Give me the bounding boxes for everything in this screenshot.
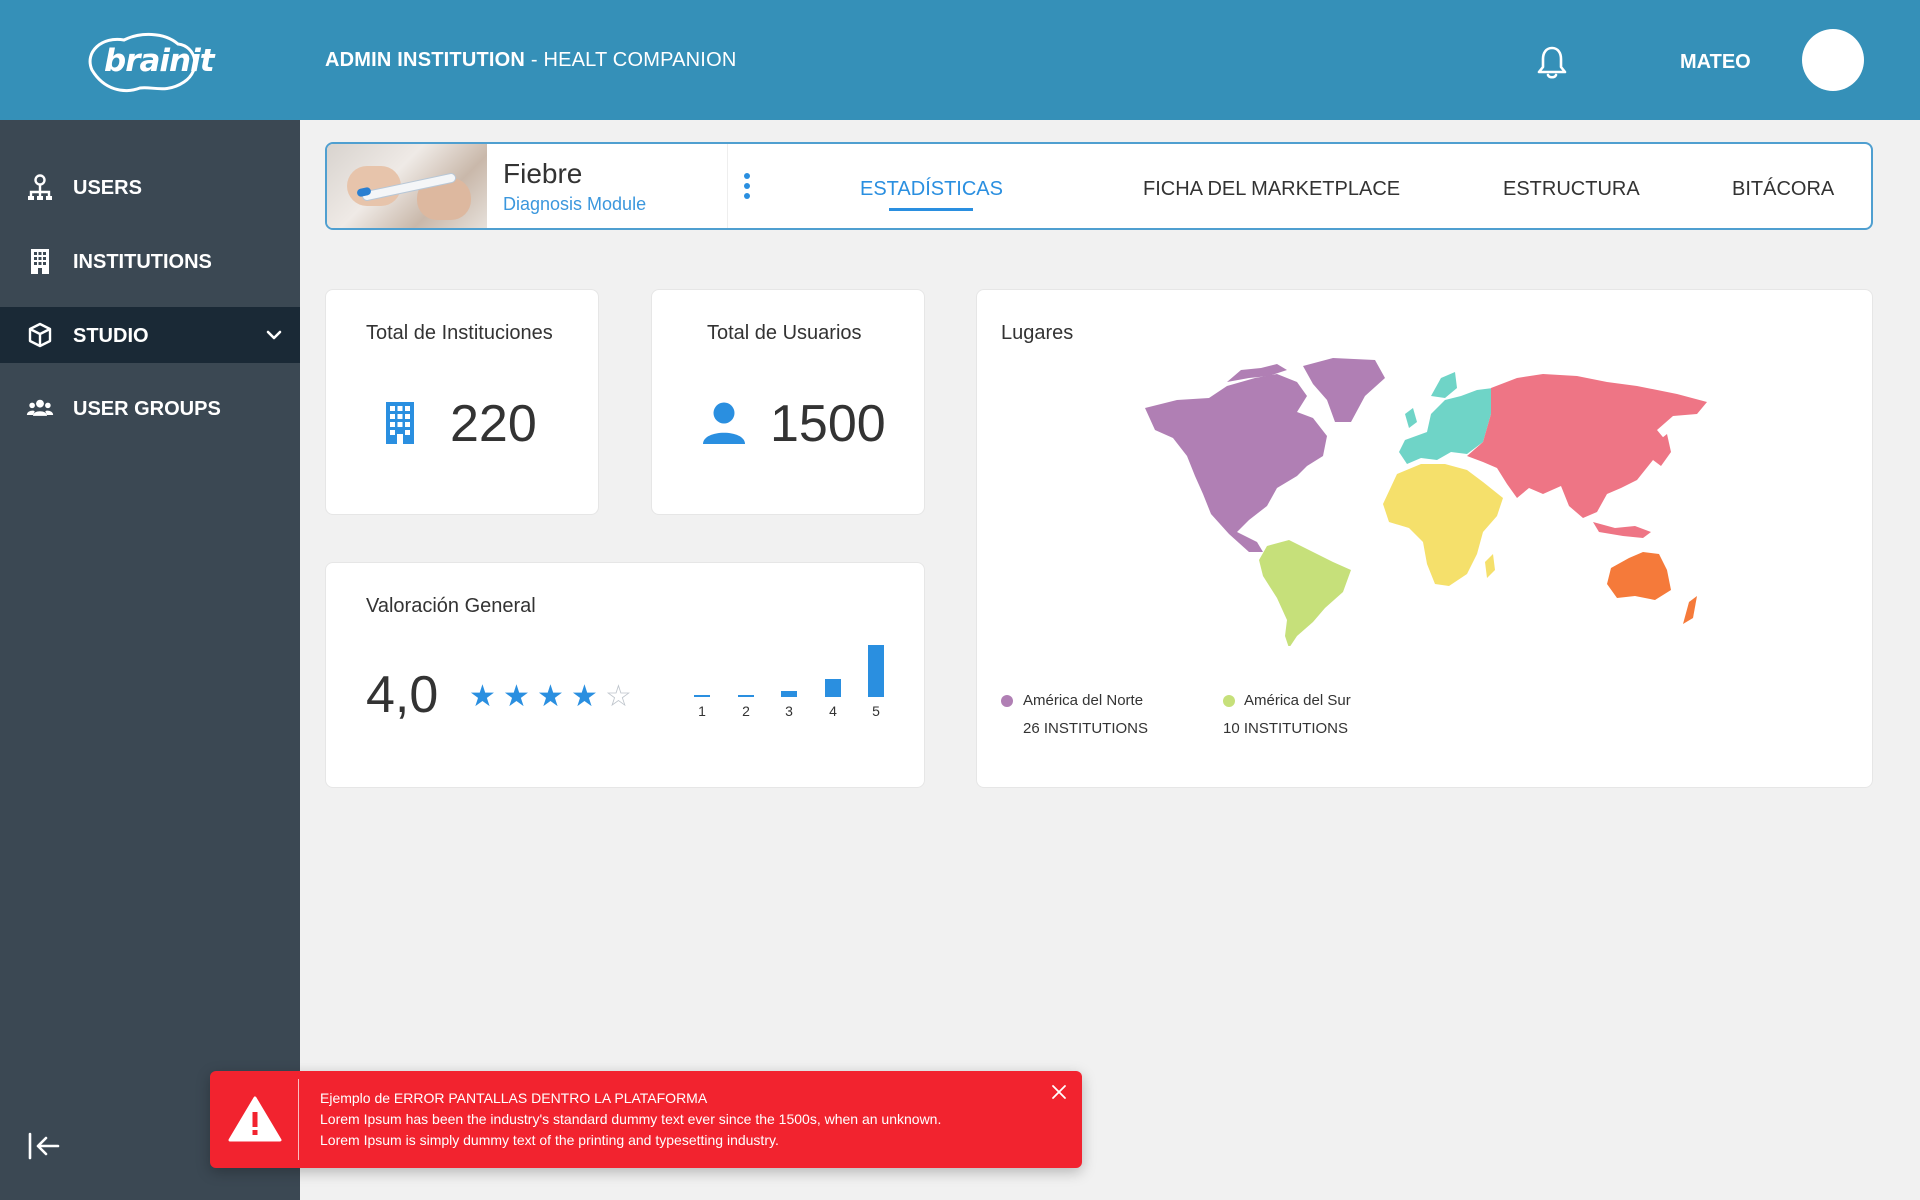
region-arctic-islands — [1227, 364, 1287, 382]
rating-bar-2 — [738, 695, 754, 697]
top-header: brainit ADMIN INSTITUTION - HEALT COMPAN… — [0, 0, 1920, 120]
rating-bar-label: 2 — [742, 703, 750, 719]
user-name[interactable]: MATEO — [1680, 51, 1751, 73]
legend-count: 26 INSTITUTIONS — [1023, 720, 1149, 737]
world-map — [1145, 358, 1707, 646]
app-title-rest: HEALT COMPANION — [543, 49, 737, 71]
legend-dot-south-america — [1223, 695, 1235, 707]
users-icon — [26, 399, 54, 416]
rating-bar-3 — [781, 691, 797, 697]
card-title: Lugares — [1001, 322, 1074, 344]
sidebar-item-users[interactable]: USERS — [0, 159, 300, 215]
card-title: Valoración General — [366, 595, 536, 617]
module-header-bar: Fiebre Diagnosis Module ESTADÍSTICAS FIC… — [325, 142, 1873, 230]
sidebar-item-label: USER GROUPS — [73, 398, 221, 420]
sidebar-item-label: STUDIO — [73, 325, 149, 347]
brainit-logo-shape — [88, 33, 197, 93]
brainit-logo-text: brainit — [104, 43, 215, 79]
user-tree-icon — [28, 174, 52, 200]
users-count: 1500 — [770, 395, 886, 453]
star-empty-icon: ☆ — [605, 680, 632, 713]
institutions-count: 220 — [450, 395, 537, 453]
total-users-card: Total de Usuarios 1500 — [651, 289, 925, 515]
app-title-strong: ADMIN INSTITUTION — [325, 49, 526, 71]
sidebar-item-label: USERS — [73, 177, 142, 199]
toast-message-line: Lorem Ipsum is simply dummy text of the … — [320, 1132, 779, 1148]
region-north-america — [1145, 374, 1327, 552]
tab-bitacora[interactable]: BITÁCORA — [1732, 178, 1835, 200]
region-uk — [1405, 408, 1417, 428]
places-map-card: Lugares América del Norte 26 INSTITUTION… — [976, 289, 1873, 788]
star-filled-icon: ★ — [571, 680, 598, 713]
legend-dot-north-america — [1001, 695, 1013, 707]
module-subtitle: Diagnosis Module — [503, 194, 647, 214]
chevron-down-icon[interactable] — [264, 325, 284, 345]
region-scandinavia — [1431, 372, 1457, 398]
tab-estructura[interactable]: ESTRUCTURA — [1503, 178, 1640, 200]
region-japan — [1653, 434, 1671, 466]
warning-icon — [228, 1096, 282, 1142]
sidebar: USERS INSTITUTIONS STUDIO — [0, 120, 300, 1200]
region-south-america — [1259, 540, 1351, 646]
toast-message-line: Lorem Ipsum has been the industry's stan… — [320, 1111, 942, 1127]
app-title-separator: - — [525, 49, 544, 71]
star-filled-icon: ★ — [537, 680, 564, 713]
region-africa — [1383, 464, 1503, 586]
legend-count: 10 INSTITUTIONS — [1223, 720, 1349, 737]
region-greenland — [1303, 358, 1385, 422]
app-title: ADMIN INSTITUTION - HEALT COMPANION — [325, 49, 736, 72]
active-tab-indicator — [889, 208, 973, 211]
cube-icon — [28, 322, 52, 348]
sidebar-item-studio[interactable]: STUDIO — [0, 307, 300, 363]
module-thumbnail — [327, 144, 487, 228]
tab-estadisticas[interactable]: ESTADÍSTICAS — [860, 178, 1003, 200]
user-icon — [703, 402, 745, 444]
star-filled-icon: ★ — [469, 680, 496, 713]
rating-bar-5 — [868, 645, 884, 697]
error-toast: Ejemplo de ERROR PANTALLAS DENTRO LA PLA… — [210, 1071, 1082, 1168]
legend-label: América del Norte — [1023, 692, 1144, 709]
region-indonesia — [1593, 522, 1651, 538]
region-oceania — [1607, 552, 1671, 600]
more-options-icon[interactable] — [739, 170, 755, 204]
region-new-zealand — [1683, 596, 1697, 624]
rating-bar-label: 4 — [829, 703, 837, 719]
region-madagascar — [1485, 554, 1495, 578]
region-europe — [1399, 388, 1493, 464]
rating-bar-label: 3 — [785, 703, 793, 719]
card-title: Total de Usuarios — [707, 322, 862, 344]
total-institutions-card: Total de Instituciones 220 — [325, 289, 599, 515]
sidebar-item-user-groups[interactable]: USER GROUPS — [0, 380, 300, 436]
legend-label: América del Sur — [1244, 692, 1351, 709]
rating-bar-1 — [694, 695, 710, 697]
user-avatar[interactable] — [1802, 29, 1864, 91]
collapse-left-icon[interactable] — [26, 1128, 62, 1164]
building-icon — [31, 249, 49, 274]
star-filled-icon: ★ — [503, 680, 530, 713]
building-icon — [386, 402, 414, 444]
region-asia — [1467, 374, 1707, 518]
module-name: Fiebre — [503, 158, 583, 189]
rating-bar-4 — [825, 679, 841, 697]
sidebar-item-label: INSTITUTIONS — [73, 251, 212, 273]
tab-ficha-marketplace[interactable]: FICHA DEL MARKETPLACE — [1143, 178, 1401, 200]
sidebar-item-institutions[interactable]: INSTITUTIONS — [0, 233, 300, 289]
rating-bar-label: 5 — [872, 703, 880, 719]
rating-bar-label: 1 — [698, 703, 706, 719]
close-icon[interactable] — [1050, 1083, 1068, 1101]
bell-icon[interactable] — [1536, 45, 1568, 81]
card-title: Total de Instituciones — [366, 322, 553, 344]
toast-title: Ejemplo de ERROR PANTALLAS DENTRO LA PLA… — [320, 1090, 708, 1106]
rating-value: 4,0 — [366, 666, 439, 724]
